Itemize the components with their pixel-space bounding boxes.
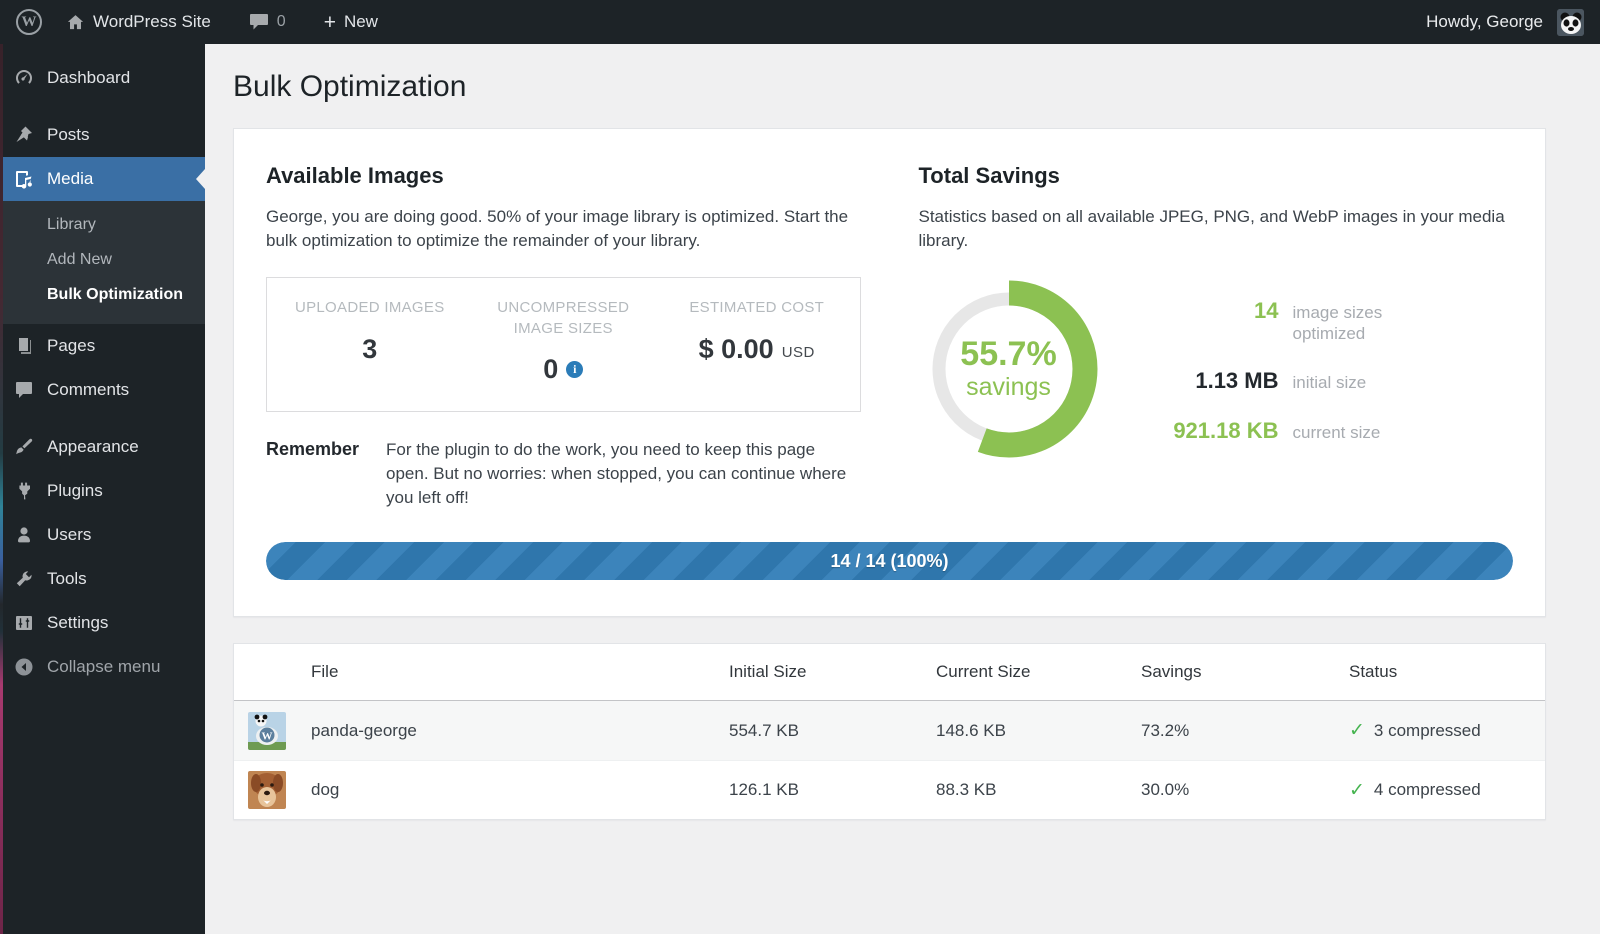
howdy-user[interactable]: Howdy, George	[1426, 12, 1543, 31]
total-savings-section: Total Savings Statistics based on all av…	[919, 155, 1514, 510]
status-cell: ✓ 4 compressed	[1349, 780, 1545, 800]
upload-stats-box: UPLOADED IMAGES 3 UNCOMPRESSED IMAGE SIZ…	[266, 277, 861, 412]
stat-uncompressed-sizes: UNCOMPRESSED IMAGE SIZES 0 i	[497, 299, 630, 384]
comments-icon	[13, 379, 35, 401]
file-thumbnail-dog	[248, 771, 286, 810]
collapse-arrow-icon	[13, 656, 35, 678]
total-savings-heading: Total Savings	[918, 163, 1060, 188]
checkmark-icon: ✓	[1349, 720, 1365, 742]
dashboard-icon	[13, 67, 35, 89]
column-current-size: Current Size	[936, 662, 1031, 682]
site-menu[interactable]: WordPress Site	[66, 12, 211, 32]
paintbrush-icon	[13, 436, 35, 458]
submenu-item-bulk-optimization[interactable]: Bulk Optimization	[47, 285, 183, 303]
comments-shortcut[interactable]: 0	[249, 13, 286, 31]
sidebar-item-pages[interactable]: Pages	[0, 324, 205, 368]
stat-image-sizes-optimized: 14 image sizes optimized	[1254, 298, 1383, 343]
sidebar-item-collapse-menu[interactable]: Collapse menu	[0, 645, 205, 689]
new-label: New	[343, 12, 378, 31]
user-avatar[interactable]	[1557, 8, 1584, 36]
column-file: File	[311, 662, 339, 682]
pushpin-icon	[13, 124, 35, 146]
current-size-value: 88.3 KB	[936, 780, 997, 800]
file-name: panda-george	[311, 720, 417, 740]
file-name: dog	[311, 780, 340, 800]
wordpress-logo-icon[interactable]: W	[16, 9, 42, 35]
comments-count: 0	[276, 13, 286, 30]
info-icon[interactable]: i	[566, 360, 584, 378]
media-submenu: Library Add New Bulk Optimization	[0, 201, 205, 324]
stat-initial-size: 1.13 MB initial size	[1195, 368, 1367, 394]
wrench-icon	[13, 568, 35, 590]
stat-current-size: 921.18 KB current size	[1173, 418, 1381, 444]
sidebar-item-posts[interactable]: Posts	[0, 113, 205, 157]
status-text: 3 compressed	[1373, 720, 1481, 740]
sidebar-item-users[interactable]: Users	[0, 513, 205, 557]
savings-stats: 14 image sizes optimized 1.13 MB initial…	[1161, 294, 1423, 444]
initial-size-value: 554.7 KB	[729, 720, 799, 740]
available-images-section: Available Images George, you are doing g…	[266, 155, 861, 510]
file-thumbnail-panda-george: W	[248, 711, 286, 750]
sliders-icon	[13, 612, 35, 634]
donut-svg	[920, 280, 1097, 458]
sidebar-item-tools[interactable]: Tools	[0, 557, 205, 601]
stat-uploaded-images: UPLOADED IMAGES 3	[294, 299, 445, 364]
bulk-optimization-panel: Available Images George, you are doing g…	[233, 128, 1546, 618]
sidebar-item-comments[interactable]: Comments	[0, 368, 205, 412]
home-icon	[66, 13, 85, 32]
media-icon	[13, 168, 35, 190]
total-savings-description: Statistics based on all available JPEG, …	[918, 207, 1505, 251]
submenu-item-library[interactable]: Library	[47, 215, 96, 233]
column-initial-size: Initial Size	[729, 662, 807, 682]
sidebar-item-appearance[interactable]: Appearance	[0, 425, 205, 469]
column-savings: Savings	[1141, 662, 1202, 682]
window-edge-strip	[0, 44, 3, 934]
page-title: Bulk Optimization	[233, 70, 467, 103]
currency-unit: USD	[781, 343, 815, 361]
pages-icon	[13, 335, 35, 357]
table-header: File Initial Size Current Size Savings S…	[234, 644, 1545, 702]
admin-bar: W WordPress Site 0 + New Howdy, George	[0, 0, 1600, 44]
stat-estimated-cost: ESTIMATED COST $ 0.00 USD	[689, 299, 825, 364]
status-cell: ✓ 3 compressed	[1349, 721, 1545, 741]
svg-text:W: W	[262, 730, 273, 742]
remember-note: Remember For the plugin to do the work, …	[266, 438, 861, 510]
site-name: WordPress Site	[93, 12, 211, 31]
savings-donut-chart: 55.7% savings	[919, 277, 1099, 461]
table-row[interactable]: W panda-george 554.7 KB 148.6 KB 73.2% ✓…	[234, 701, 1545, 761]
comment-bubble-icon	[249, 13, 269, 31]
column-status: Status	[1349, 662, 1398, 682]
remember-text: For the plugin to do the work, you need …	[386, 439, 847, 507]
admin-sidebar: Dashboard Posts Media Library Add New Bu…	[0, 44, 205, 934]
optimization-results-table: File Initial Size Current Size Savings S…	[233, 643, 1546, 821]
user-icon	[13, 524, 35, 546]
sidebar-item-settings[interactable]: Settings	[0, 601, 205, 645]
sidebar-item-dashboard[interactable]: Dashboard	[0, 56, 205, 100]
current-size-value: 148.6 KB	[936, 720, 1006, 740]
checkmark-icon: ✓	[1349, 779, 1365, 801]
table-row[interactable]: dog 126.1 KB 88.3 KB 30.0% ✓ 4 compresse…	[234, 760, 1545, 819]
initial-size-value: 126.1 KB	[729, 780, 799, 800]
progress-label: 14 / 14 (100%)	[830, 550, 949, 571]
bulk-progress-bar[interactable]: 14 / 14 (100%)	[266, 542, 1513, 581]
savings-value: 73.2%	[1141, 720, 1190, 740]
submenu-item-add-new[interactable]: Add New	[47, 250, 112, 268]
sidebar-item-plugins[interactable]: Plugins	[0, 469, 205, 513]
new-content-button[interactable]: + New	[324, 12, 378, 33]
available-images-description: George, you are doing good. 50% of your …	[266, 207, 849, 251]
plugin-icon	[13, 480, 35, 502]
plus-icon: +	[323, 10, 336, 34]
main-content: Bulk Optimization Available Images Georg…	[205, 44, 1600, 934]
savings-value: 30.0%	[1141, 780, 1190, 800]
sidebar-item-media[interactable]: Media	[0, 157, 205, 201]
remember-label: Remember	[266, 438, 360, 459]
progress-fill: 14 / 14 (100%)	[266, 542, 1513, 581]
available-images-heading: Available Images	[266, 163, 444, 188]
status-text: 4 compressed	[1373, 780, 1481, 800]
